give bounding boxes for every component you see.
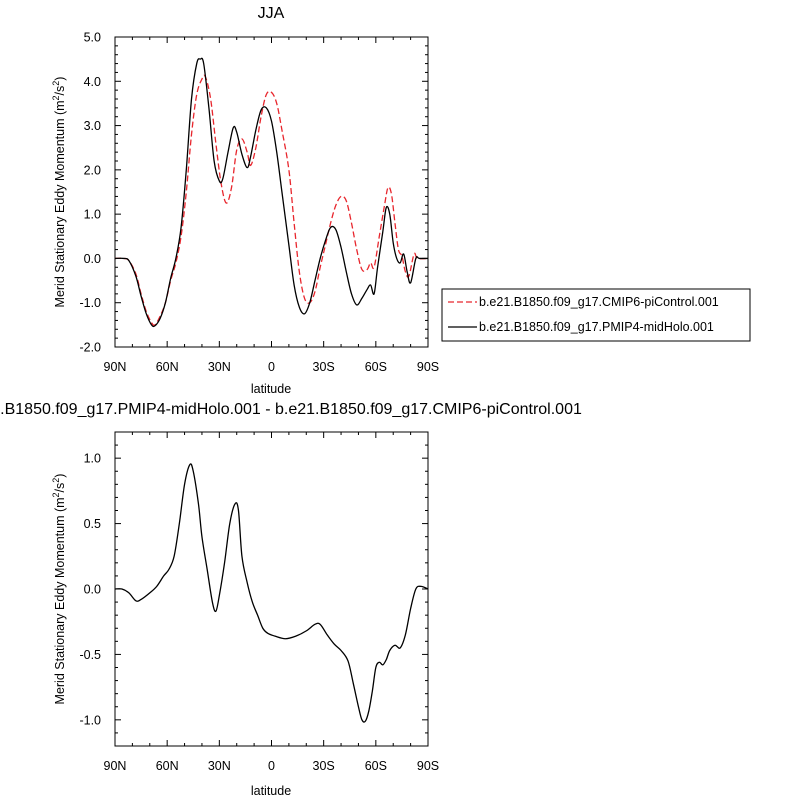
legend: b.e21.B1850.f09_g17.CMIP6-piControl.001 …: [441, 288, 751, 342]
top-y-tick-label: 3.0: [84, 119, 101, 133]
bottom-x-tick-label: 0: [268, 759, 275, 773]
top-y-tick-label: 1.0: [84, 208, 101, 222]
bottom-y-tick-label: 1.0: [84, 452, 101, 466]
bottom-x-tick-label: 30N: [208, 759, 231, 773]
top-y-tick-label: -1.0: [79, 296, 101, 310]
top-y-tick-label: 4.0: [84, 75, 101, 89]
bottom-x-axis: 90N 60N 30N 0 30S 60S 90S: [104, 432, 439, 773]
top-x-tick-label: 60S: [365, 360, 387, 374]
top-y-axis: -2.0 -1.0 0.0 1.0 2.0 3.0 4.0 5.0: [79, 31, 428, 355]
bottom-plot-frame: [114, 431, 429, 747]
top-series-line-0: [114, 74, 429, 326]
bottom-x-tick-label: 90N: [104, 759, 127, 773]
top-x-tick-label: 30S: [313, 360, 335, 374]
panel-bottom-difference: b.e21.B1850.f09_g17.PMIP4-midHolo.001 - …: [0, 401, 582, 798]
bottom-series-group: [114, 463, 429, 723]
bottom-chart-title: b.e21.B1850.f09_g17.PMIP4-midHolo.001 - …: [0, 401, 582, 418]
top-y-axis-label: Merid Stationary Eddy Momentum (m2/s2): [51, 77, 67, 308]
legend-label-midholo: b.e21.B1850.f09_g17.PMIP4-midHolo.001: [479, 320, 714, 334]
top-y-tick-label: 0.0: [84, 252, 101, 266]
top-y-tick-label: 2.0: [84, 163, 101, 177]
top-x-tick-label: 90N: [104, 360, 127, 374]
top-x-axis-label: latitude: [251, 382, 291, 396]
top-x-axis: 90N 60N 30N 0 30S 60S 90S: [104, 37, 439, 374]
panel-top-jja: JJA -2.0 -1.0 0.0 1.0 2.0 3.0 4.0 5.0 90N 60N 30N…: [51, 5, 751, 396]
bottom-y-tick-label: 0.0: [84, 583, 101, 597]
bottom-x-tick-label: 90S: [417, 759, 439, 773]
bottom-y-tick-label: -1.0: [79, 713, 101, 727]
top-x-tick-label: 0: [268, 360, 275, 374]
bottom-x-axis-label: latitude: [251, 784, 291, 798]
top-y-tick-label: -2.0: [79, 341, 101, 355]
top-chart-title: JJA: [258, 5, 285, 22]
bottom-y-tick-label: 0.5: [84, 517, 101, 531]
bottom-x-tick-label: 30S: [313, 759, 335, 773]
bottom-x-tick-label: 60N: [156, 759, 179, 773]
bottom-y-tick-label: -0.5: [79, 648, 101, 662]
bottom-x-tick-label: 60S: [365, 759, 387, 773]
top-y-tick-label: 5.0: [84, 31, 101, 45]
top-x-tick-label: 60N: [156, 360, 179, 374]
top-x-tick-label: 90S: [417, 360, 439, 374]
top-series-group: [114, 57, 429, 328]
legend-box: [441, 288, 751, 342]
bottom-y-axis: -1.0 -0.5 0.0 0.5 1.0: [79, 431, 428, 747]
bottom-series-line-0: [114, 463, 429, 723]
top-series-line-1: [114, 57, 428, 328]
top-x-tick-label: 30N: [208, 360, 231, 374]
bottom-y-axis-label: Merid Stationary Eddy Momentum (m2/s2): [51, 474, 67, 705]
legend-label-picontrol: b.e21.B1850.f09_g17.CMIP6-piControl.001: [479, 295, 719, 309]
top-plot-frame: [114, 36, 429, 348]
